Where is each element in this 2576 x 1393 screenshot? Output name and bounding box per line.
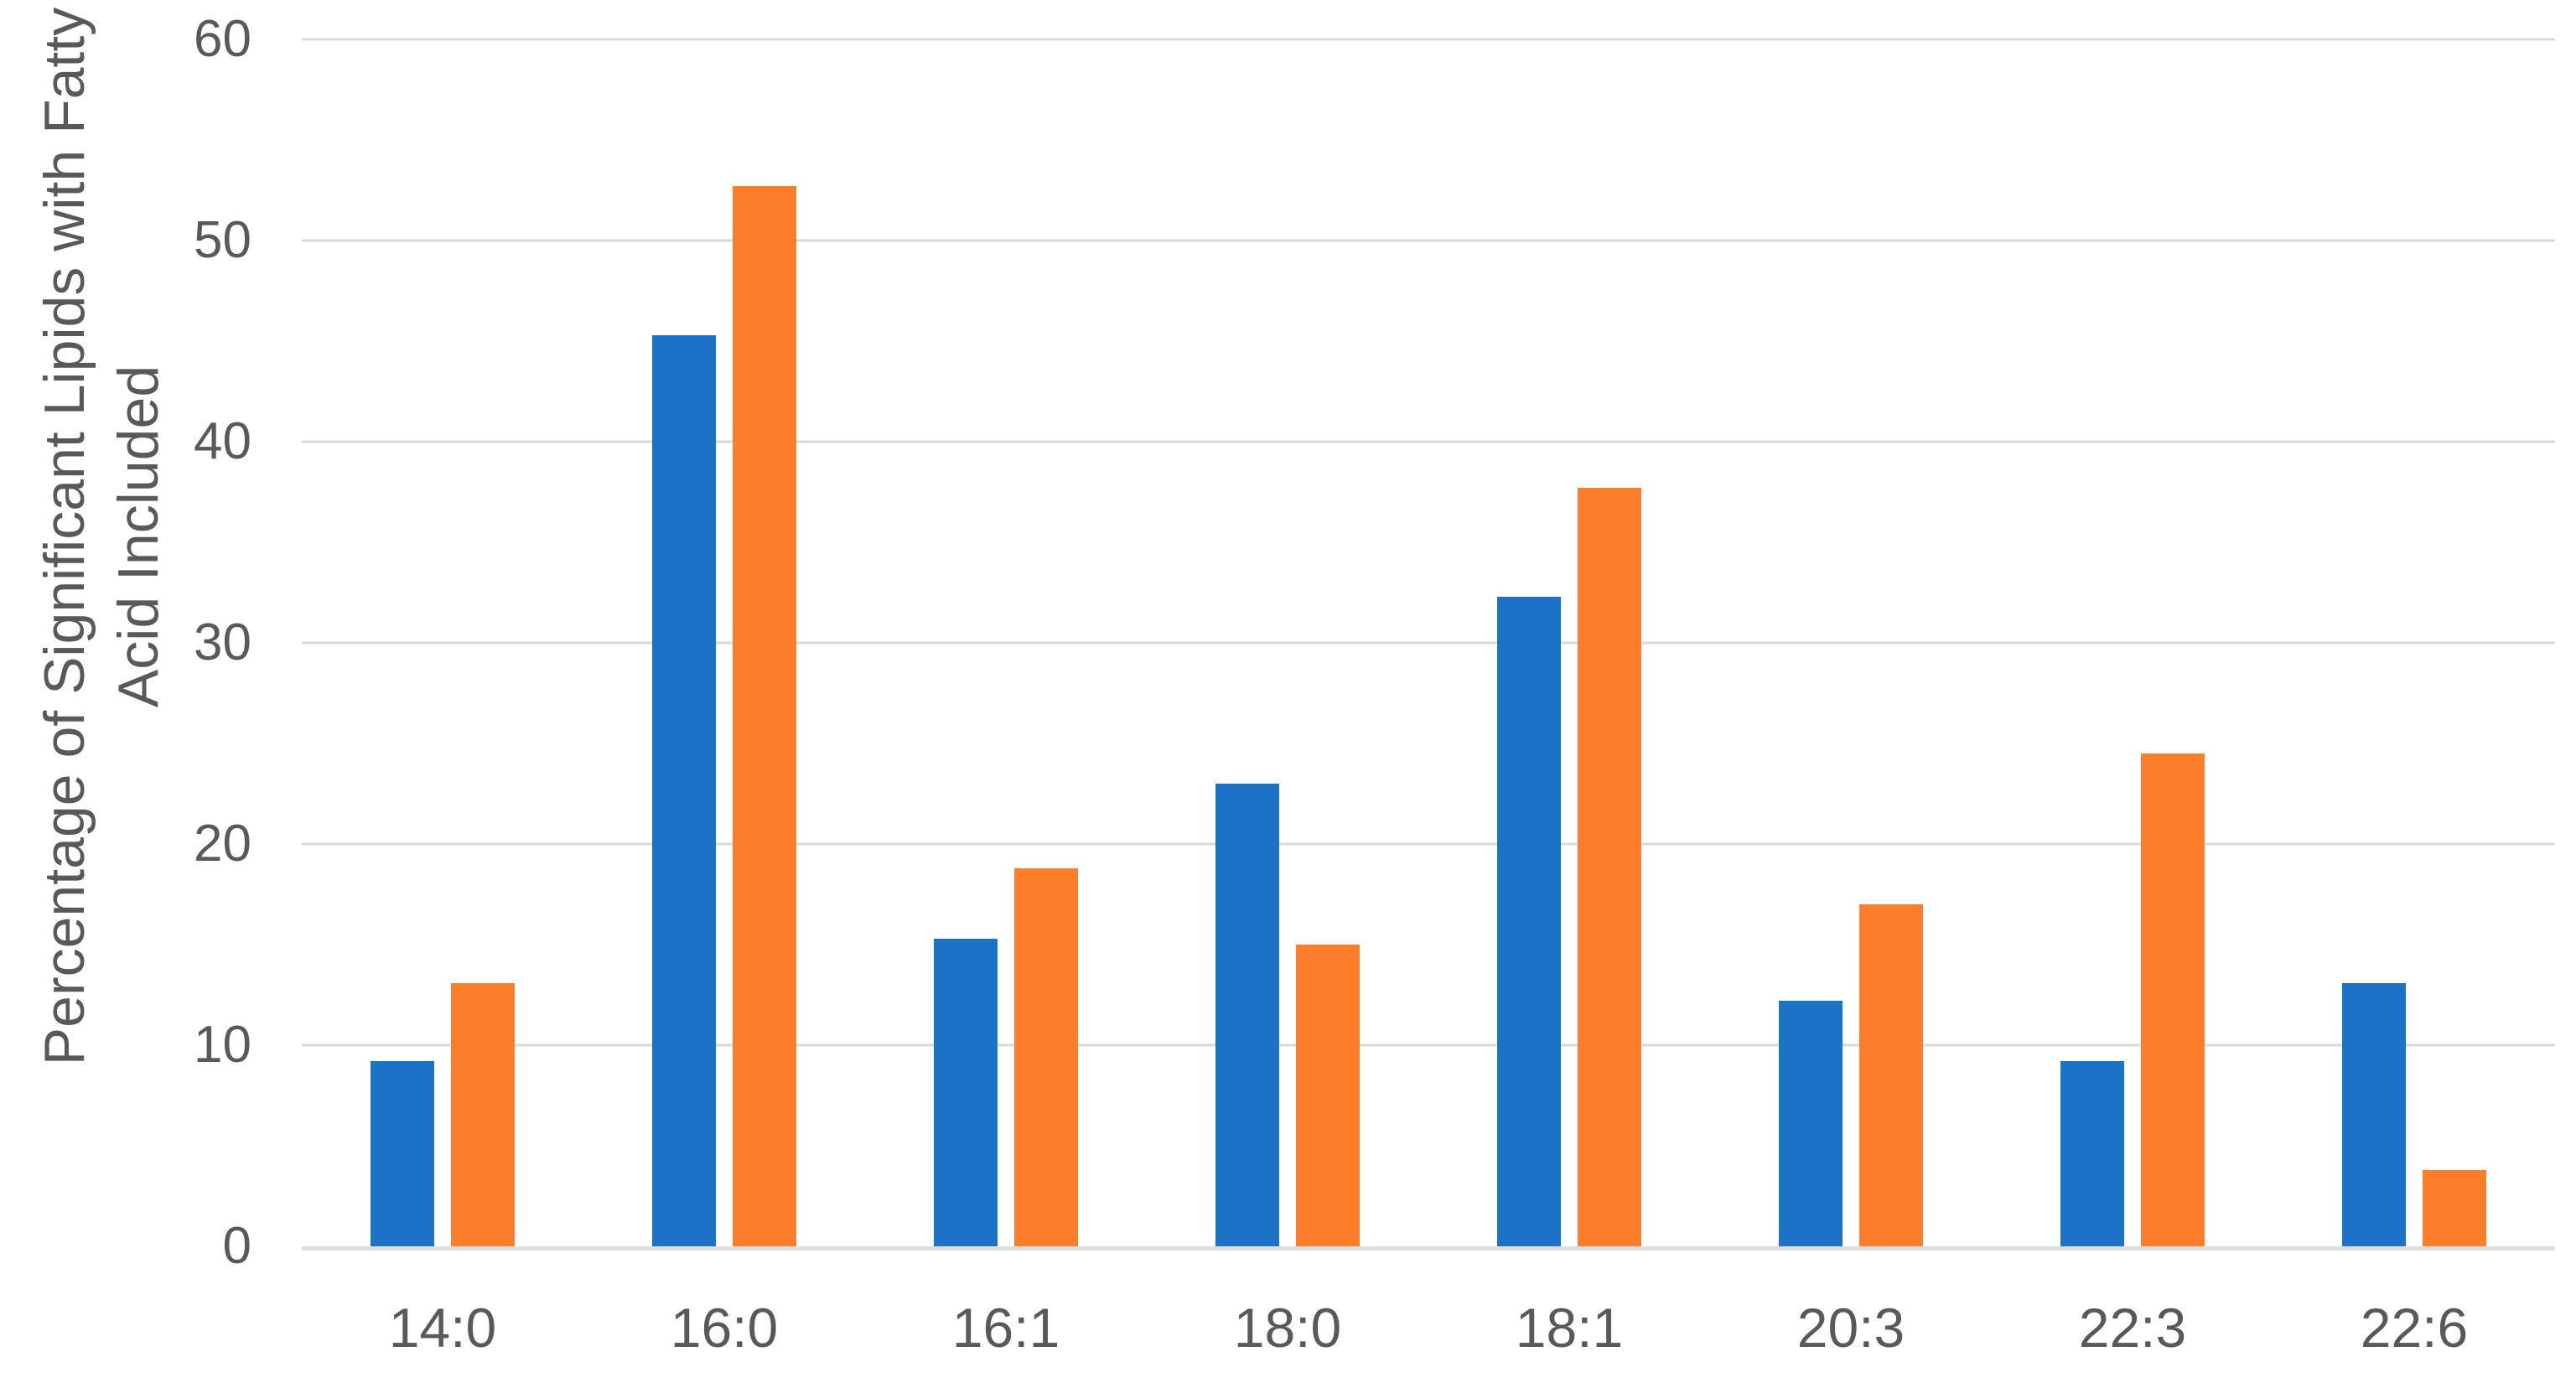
y-tick-label-60: 60 — [194, 10, 251, 68]
y-tick-label-10: 10 — [194, 1016, 251, 1074]
bar-groups-container — [302, 39, 2555, 1246]
x-axis-label-22:3: 22:3 — [2078, 1297, 2187, 1359]
blue-bar-22:6 — [2342, 982, 2406, 1246]
orange-bar-16:0 — [733, 186, 796, 1246]
orange-bar-18:1 — [1578, 488, 1641, 1246]
orange-bar-14:0 — [451, 982, 515, 1246]
bar-group-16:1 — [865, 39, 1147, 1246]
blue-bar-18:0 — [1215, 784, 1279, 1246]
orange-bar-22:3 — [2141, 753, 2205, 1246]
orange-bar-20:3 — [1859, 904, 1923, 1246]
y-tick-label-40: 40 — [194, 412, 251, 470]
orange-bar-18:0 — [1296, 945, 1360, 1246]
y-axis-tick-labels: 0 10 20 30 40 50 60 — [0, 13, 251, 1272]
blue-bar-18:1 — [1497, 596, 1561, 1246]
bar-group-22:3 — [1992, 39, 2273, 1246]
blue-bar-16:0 — [652, 334, 716, 1246]
x-axis-label-22:6: 22:6 — [2360, 1297, 2469, 1359]
gridline-60 — [302, 38, 2555, 41]
x-axis-label-14:0: 14:0 — [388, 1297, 497, 1359]
blue-bar-22:3 — [2060, 1061, 2124, 1246]
blue-bar-14:0 — [371, 1061, 434, 1246]
blue-bar-20:3 — [1779, 1001, 1843, 1246]
gridline-20 — [302, 842, 2555, 846]
x-axis-labels: 14:0 16:0 16:1 18:0 18:1 20:3 22:3 22:6 — [302, 1295, 2555, 1361]
bar-group-20:3 — [1710, 39, 1992, 1246]
bar-group-16:0 — [583, 39, 865, 1246]
x-axis-label-18:1: 18:1 — [1515, 1297, 1624, 1359]
y-tick-label-30: 30 — [194, 614, 251, 671]
y-tick-label-0: 0 — [222, 1217, 251, 1275]
bar-group-22:6 — [2273, 39, 2555, 1246]
x-axis-label-20:3: 20:3 — [1796, 1297, 1905, 1359]
orange-bar-16:1 — [1014, 867, 1078, 1246]
bar-group-14:0 — [302, 39, 583, 1246]
plot-area — [302, 38, 2555, 1251]
x-axis-label-16:1: 16:1 — [951, 1297, 1060, 1359]
y-tick-label-20: 20 — [194, 815, 251, 873]
bar-group-18:0 — [1147, 39, 1428, 1246]
blue-bar-16:1 — [934, 938, 998, 1246]
gridline-30 — [302, 641, 2555, 645]
gridline-50 — [302, 239, 2555, 242]
x-axis-label-18:0: 18:0 — [1233, 1297, 1342, 1359]
x-axis-label-16:0: 16:0 — [670, 1297, 779, 1359]
gridline-40 — [302, 440, 2555, 443]
bar-group-18:1 — [1428, 39, 1710, 1246]
y-tick-label-50: 50 — [194, 211, 251, 269]
gridline-10 — [302, 1043, 2555, 1047]
orange-bar-22:6 — [2423, 1169, 2486, 1246]
